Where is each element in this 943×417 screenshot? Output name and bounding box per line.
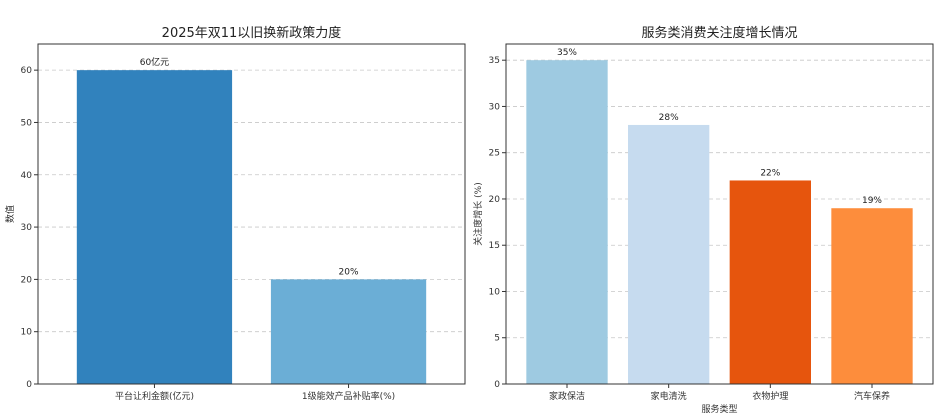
service-chart: 0 5 10 15 20 25 30 35 35% 家政保洁 28% 家电清洗 22% 衣物护理 19% 汽车… <box>472 25 934 415</box>
y-tick-label: 30 <box>21 223 33 233</box>
y-tick-label: 60 <box>21 66 33 76</box>
bar-service-1 <box>628 124 710 384</box>
y-axis-label: 数值 <box>4 205 16 223</box>
y-axis-label: 关注度增长 (%) <box>472 182 484 245</box>
chart-title: 服务类消费关注度增长情况 <box>641 25 797 41</box>
y-tick-label: 10 <box>21 328 33 338</box>
y-tick-label: 40 <box>21 171 33 181</box>
y-tick-label: 15 <box>489 241 500 251</box>
x-tick-label: 1级能效产品补贴率(%) <box>302 390 395 402</box>
x-tick-label: 衣物护理 <box>752 390 788 402</box>
y-tick-label: 20 <box>21 275 33 285</box>
bar-policy-1 <box>270 279 427 384</box>
bar-policy-0 <box>76 70 233 385</box>
data-label: 22% <box>760 168 780 178</box>
data-label: 28% <box>659 113 679 123</box>
y-tick-label: 50 <box>21 118 33 128</box>
y-tick-label: 10 <box>489 287 501 297</box>
y-tick-label: 5 <box>494 334 500 344</box>
y-tick-label: 0 <box>494 380 500 390</box>
y-tick-label: 20 <box>489 195 501 205</box>
bar-service-3 <box>831 208 913 384</box>
x-tick-label: 平台让利金额(亿元) <box>115 390 194 402</box>
data-label: 20% <box>339 267 359 277</box>
data-label: 60亿元 <box>140 56 169 68</box>
x-axis-label: 服务类型 <box>701 403 737 415</box>
y-tick-label: 35 <box>489 56 500 66</box>
x-tick-label: 家电清洗 <box>651 390 687 402</box>
data-label: 35% <box>557 48 577 58</box>
y-tick-label: 30 <box>489 102 501 112</box>
y-tick-label: 25 <box>489 149 500 159</box>
axes-frame <box>37 43 466 385</box>
chart-title: 2025年双11以旧换新政策力度 <box>162 25 342 41</box>
bar-service-2 <box>729 180 811 384</box>
bar-service-0 <box>526 60 608 384</box>
x-tick-label: 汽车保养 <box>854 390 890 402</box>
y-tick-label: 0 <box>26 380 32 390</box>
data-label: 19% <box>862 196 882 206</box>
axes-frame <box>505 43 934 385</box>
x-tick-label: 家政保洁 <box>549 390 585 402</box>
